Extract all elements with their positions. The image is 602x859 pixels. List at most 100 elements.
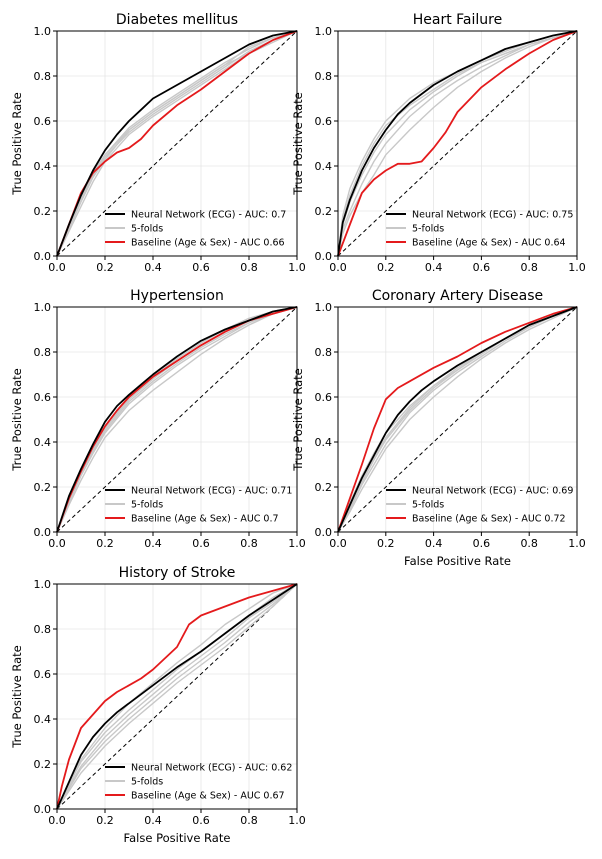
legend-entry-nn-label: Neural Network (ECG) - AUC: 0.62 [131, 763, 292, 774]
y-tick-label: 1.0 [34, 301, 52, 314]
nn-roc-curve [56, 306, 298, 533]
y-tick-label: 0.4 [315, 160, 333, 173]
chance-diagonal [337, 30, 578, 257]
x-tick-label: 0.8 [240, 261, 258, 274]
y-tick-label: 1.0 [34, 578, 52, 591]
fold-roc-curve [337, 30, 578, 257]
x-tick-label: 0.0 [48, 537, 66, 550]
y-tick-label: 0.0 [34, 250, 52, 263]
legend-entry-baseline-label: Baseline (Age & Sex) - AUC 0.67 [131, 791, 285, 802]
nn-roc-curve [337, 30, 578, 257]
x-tick-label: 0.4 [144, 537, 162, 550]
nn-roc-curve [56, 30, 298, 257]
y-tick-label: 0.2 [315, 205, 333, 218]
fold-roc-curve [56, 30, 298, 257]
legend-entry-folds-label: 5-folds [131, 777, 163, 788]
fold-roc-curve [56, 583, 298, 810]
y-tick-label: 0.0 [315, 526, 333, 539]
y-tick-label: 0.4 [34, 713, 52, 726]
fold-roc-curve [56, 583, 298, 810]
x-tick-label: 0.2 [96, 261, 114, 274]
y-tick-label: 0.6 [34, 115, 52, 128]
panel-title: History of Stroke [119, 565, 236, 581]
roc-panel: 0.00.0 0.2 0.2 0.4 0.4 0.6 0.6 0.8 0.8 1.0 1.0 Hype… [10, 288, 306, 550]
y-tick-label: 0.0 [34, 526, 52, 539]
x-tick-label: 0.2 [377, 537, 395, 550]
nn-roc-curve [337, 306, 578, 533]
x-tick-label: 0.6 [192, 261, 210, 274]
x-tick-label: 0.6 [192, 537, 210, 550]
x-tick-label: 1.0 [288, 814, 306, 827]
x-tick-label: 1.0 [568, 537, 586, 550]
x-tick-label: 0.0 [329, 261, 347, 274]
legend-entry-nn-label: Neural Network (ECG) - AUC: 0.75 [412, 210, 573, 221]
legend-entry-folds-label: 5-folds [131, 224, 163, 235]
x-tick-label: 0.8 [520, 261, 538, 274]
legend-entry-nn-label: Neural Network (ECG) - AUC: 0.71 [131, 486, 292, 497]
roc-panel: 0.00.0 0.2 0.2 0.4 0.4 0.6 0.6 0.8 0.8 1.0 1.0 Hist… [10, 565, 306, 845]
y-axis-label: True Positive Rate [10, 92, 24, 195]
plot-frame [56, 306, 298, 533]
baseline-roc-curve [337, 30, 578, 257]
y-tick-label: 1.0 [315, 301, 333, 314]
fold-roc-curve [56, 583, 298, 810]
plot-frame [56, 583, 298, 810]
plot-frame [337, 306, 578, 533]
y-tick-label: 0.8 [315, 70, 333, 83]
x-tick-label: 1.0 [288, 537, 306, 550]
y-tick-label: 1.0 [34, 25, 52, 38]
x-tick-label: 0.8 [240, 814, 258, 827]
roc-panel: 0.00.0 0.2 0.2 0.4 0.4 0.6 0.6 0.8 0.8 1.0 1.0 Hear… [291, 12, 586, 274]
x-tick-label: 0.6 [473, 261, 491, 274]
legend-entry-folds-label: 5-folds [412, 224, 444, 235]
legend-entry-nn-label: Neural Network (ECG) - AUC: 0.7 [131, 210, 286, 221]
y-tick-label: 0.6 [34, 668, 52, 681]
y-tick-label: 0.4 [315, 436, 333, 449]
fold-roc-curve [337, 306, 578, 533]
fold-roc-curve [337, 306, 578, 533]
chance-diagonal [337, 306, 578, 533]
x-tick-label: 0.4 [425, 537, 443, 550]
x-tick-label: 0.8 [520, 537, 538, 550]
y-tick-label: 0.6 [34, 391, 52, 404]
panel-title: Coronary Artery Disease [372, 288, 543, 304]
y-tick-label: 0.2 [34, 205, 52, 218]
legend-entry-folds-label: 5-folds [412, 500, 444, 511]
y-axis-label: True Positive Rate [10, 368, 24, 471]
x-tick-label: 0.4 [144, 261, 162, 274]
panel-title: Heart Failure [413, 12, 502, 28]
x-tick-label: 1.0 [288, 261, 306, 274]
x-tick-label: 0.0 [329, 537, 347, 550]
x-tick-label: 1.0 [568, 261, 586, 274]
y-tick-label: 0.8 [34, 623, 52, 636]
x-tick-label: 0.6 [192, 814, 210, 827]
y-tick-label: 0.0 [34, 803, 52, 816]
roc-panel: 0.00.0 0.2 0.2 0.4 0.4 0.6 0.6 0.8 0.8 1.0 1.0 Diab… [10, 12, 306, 274]
x-tick-label: 0.4 [144, 814, 162, 827]
y-tick-label: 0.8 [315, 346, 333, 359]
plot-frame [56, 30, 298, 257]
y-tick-label: 0.2 [34, 481, 52, 494]
panel-title: Hypertension [130, 288, 224, 304]
legend-entry-nn-label: Neural Network (ECG) - AUC: 0.69 [412, 486, 573, 497]
x-tick-label: 0.2 [96, 814, 114, 827]
x-axis-label: False Positive Rate [124, 831, 231, 845]
panel-title: Diabetes mellitus [116, 12, 238, 28]
legend-entry-folds-label: 5-folds [131, 500, 163, 511]
x-tick-label: 0.4 [425, 261, 443, 274]
x-axis-label: False Positive Rate [404, 554, 511, 568]
y-axis-label: True Positive Rate [10, 645, 24, 748]
chance-diagonal [56, 583, 298, 810]
y-tick-label: 1.0 [315, 25, 333, 38]
y-tick-label: 0.4 [34, 436, 52, 449]
x-tick-label: 0.0 [48, 261, 66, 274]
legend-entry-baseline-label: Baseline (Age & Sex) - AUC 0.64 [412, 238, 566, 249]
y-tick-label: 0.4 [34, 160, 52, 173]
chance-diagonal [56, 30, 298, 257]
legend-entry-baseline-label: Baseline (Age & Sex) - AUC 0.66 [131, 238, 285, 249]
baseline-roc-curve [56, 583, 298, 810]
legend-entry-baseline-label: Baseline (Age & Sex) - AUC 0.72 [412, 514, 566, 525]
x-tick-label: 0.8 [240, 537, 258, 550]
y-axis-label: True Positive Rate [291, 92, 305, 195]
x-tick-label: 0.2 [96, 537, 114, 550]
